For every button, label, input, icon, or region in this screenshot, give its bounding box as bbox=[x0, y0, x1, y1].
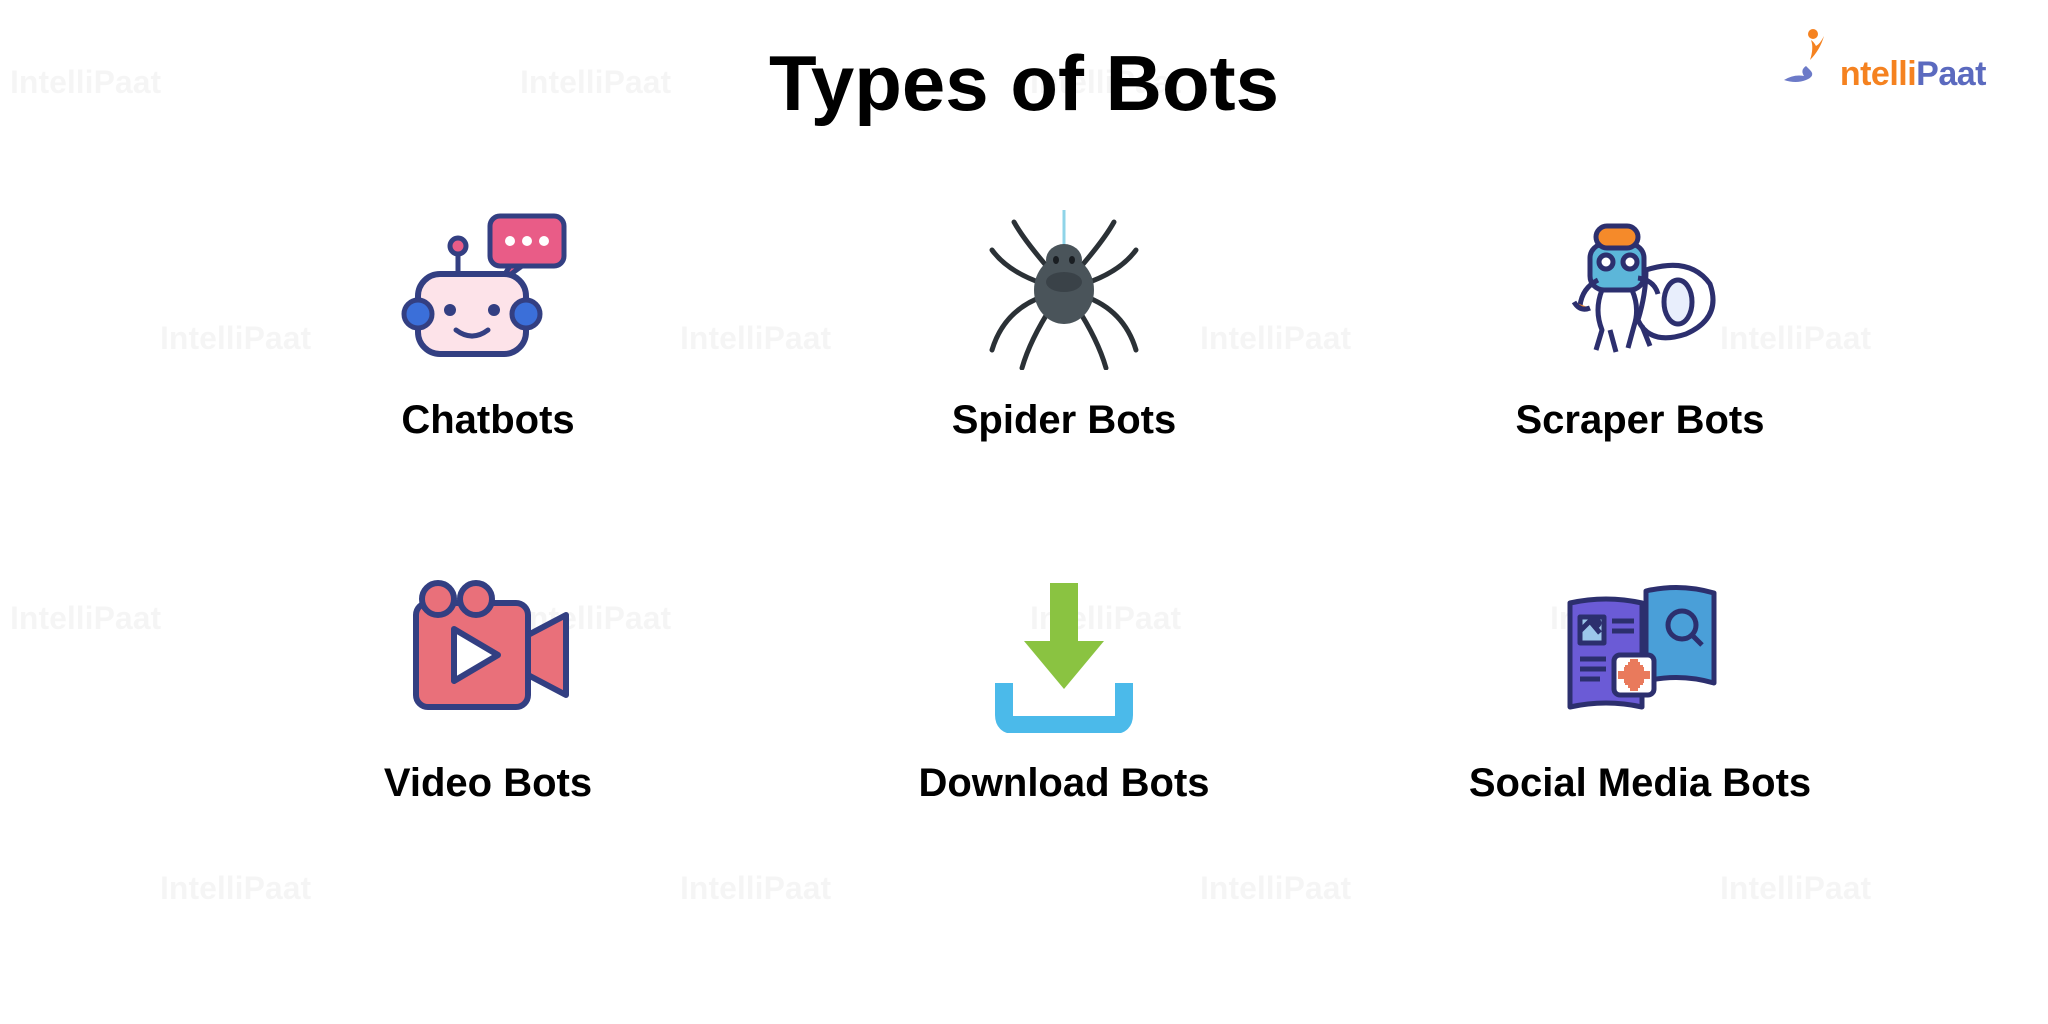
tile-scraper-bots: Scraper Bots bbox=[1442, 210, 1838, 443]
watermark: IntelliPaat bbox=[520, 64, 671, 101]
tile-label: Social Media Bots bbox=[1469, 761, 1811, 806]
page-title: Types of Bots bbox=[769, 38, 1279, 129]
watermark: IntelliPaat bbox=[10, 64, 161, 101]
tile-video-bots: Video Bots bbox=[290, 573, 686, 806]
download-icon bbox=[974, 573, 1154, 733]
tile-label: Spider Bots bbox=[952, 398, 1176, 443]
scraper-icon bbox=[1550, 210, 1730, 370]
watermark: IntelliPaat bbox=[680, 870, 831, 907]
watermark: IntelliPaat bbox=[160, 320, 311, 357]
watermark: IntelliPaat bbox=[10, 600, 161, 637]
tile-download-bots: Download Bots bbox=[866, 573, 1262, 806]
logo-text-part1: ntelli bbox=[1840, 55, 1916, 93]
video-icon bbox=[398, 573, 578, 733]
watermark: IntelliPaat bbox=[160, 870, 311, 907]
brand-logo: ntelliPaat bbox=[1780, 26, 1986, 88]
chatbot-icon bbox=[398, 210, 578, 370]
logo-mark-icon bbox=[1780, 26, 1836, 88]
tile-label: Video Bots bbox=[384, 761, 592, 806]
watermark: IntelliPaat bbox=[1720, 870, 1871, 907]
tile-chatbots: Chatbots bbox=[290, 210, 686, 443]
tile-social-media-bots: Social Media Bots bbox=[1442, 573, 1838, 806]
tile-label: Download Bots bbox=[918, 761, 1209, 806]
tile-label: Scraper Bots bbox=[1516, 398, 1765, 443]
spider-icon bbox=[974, 210, 1154, 370]
tile-label: Chatbots bbox=[401, 398, 574, 443]
watermark: IntelliPaat bbox=[1200, 870, 1351, 907]
bot-types-grid: Chatbots Spider Bots bbox=[290, 210, 1838, 806]
tile-spider-bots: Spider Bots bbox=[866, 210, 1262, 443]
logo-text-part2: Paat bbox=[1916, 55, 1986, 93]
logo-text: ntelliPaat bbox=[1840, 55, 1986, 94]
social-icon bbox=[1550, 573, 1730, 733]
